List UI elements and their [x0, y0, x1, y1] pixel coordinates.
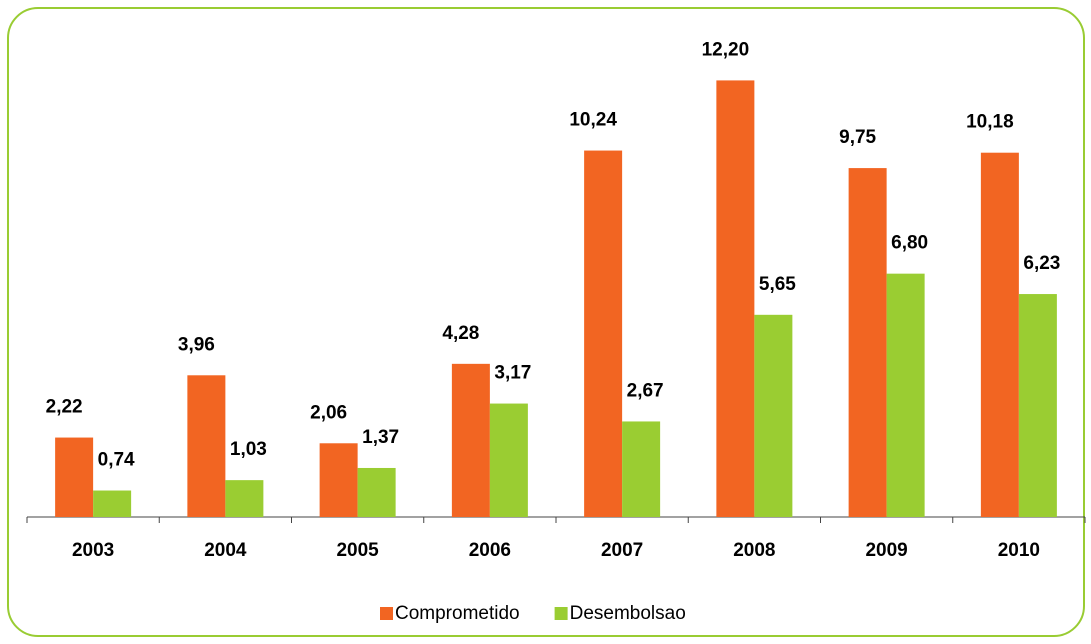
value-label: 1,37 — [362, 427, 399, 448]
bar — [584, 150, 623, 517]
bar — [357, 467, 396, 517]
legend-swatch — [380, 607, 393, 620]
bar — [187, 375, 226, 517]
x-tick-label: 2004 — [204, 540, 247, 561]
value-label: 5,65 — [759, 274, 796, 295]
bar — [1018, 294, 1057, 517]
bar — [754, 314, 793, 517]
bar — [980, 152, 1019, 518]
x-tick-label: 2005 — [336, 540, 379, 561]
bar — [716, 80, 755, 518]
value-label: 6,23 — [1023, 253, 1060, 274]
legend-swatch — [554, 607, 568, 620]
value-label: 10,24 — [569, 110, 617, 131]
bar — [886, 273, 925, 517]
legend-label: Comprometido — [395, 603, 520, 624]
x-tick-label: 2007 — [601, 540, 643, 561]
value-label: 3,17 — [494, 363, 531, 384]
bar — [489, 403, 528, 517]
legend-label: Desembolsao — [570, 603, 686, 624]
value-label: 2,22 — [46, 397, 83, 418]
bar — [225, 480, 264, 517]
value-label: 1,03 — [230, 439, 267, 460]
frame — [7, 7, 1085, 637]
value-label: 10,18 — [966, 112, 1014, 133]
value-label: 0,74 — [98, 450, 135, 471]
bar — [319, 443, 358, 517]
bar — [622, 421, 661, 517]
value-label: 9,75 — [839, 127, 876, 148]
bar — [55, 437, 94, 517]
x-tick-label: 2010 — [998, 540, 1040, 561]
value-label: 2,06 — [310, 402, 347, 423]
value-label: 12,20 — [702, 39, 750, 60]
x-tick-label: 2006 — [469, 540, 511, 561]
x-tick-label: 2008 — [733, 540, 775, 561]
value-label: 3,96 — [178, 334, 215, 355]
x-tick-label: 2003 — [72, 540, 114, 561]
bar — [93, 490, 132, 517]
bar — [848, 168, 887, 517]
value-label: 6,80 — [891, 233, 928, 254]
x-tick-label: 2009 — [865, 540, 907, 561]
value-label: 2,67 — [627, 380, 664, 401]
value-label: 4,28 — [442, 323, 479, 344]
bar — [451, 363, 490, 517]
